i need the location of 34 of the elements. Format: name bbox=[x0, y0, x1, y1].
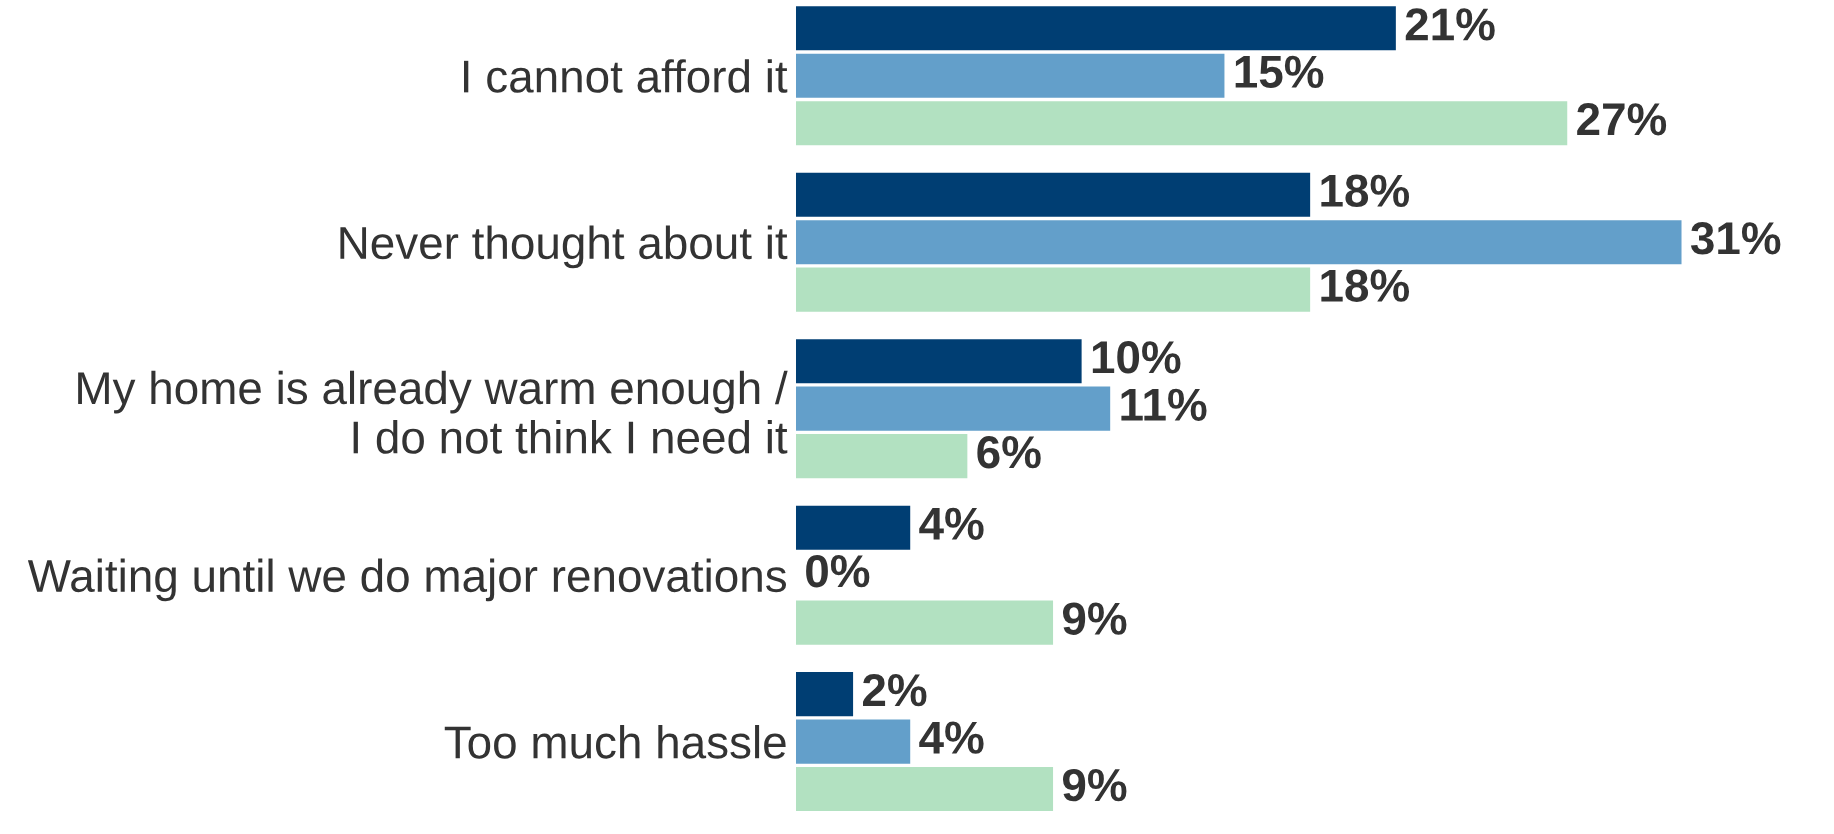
bar bbox=[795, 339, 1082, 384]
bar bbox=[795, 600, 1054, 645]
bar bbox=[795, 766, 1054, 812]
data-label: 9% bbox=[1062, 768, 1127, 802]
data-label: 18% bbox=[1321, 269, 1410, 302]
bar bbox=[795, 505, 911, 550]
data-label: 6% bbox=[977, 435, 1041, 469]
bar bbox=[795, 719, 911, 764]
bar bbox=[795, 172, 1311, 217]
y-tick-label: Never thought about it bbox=[340, 225, 788, 269]
data-label: 15% bbox=[1235, 55, 1324, 89]
data-label: 10% bbox=[1092, 341, 1181, 374]
bar bbox=[795, 267, 1311, 312]
data-label: 2% bbox=[863, 674, 927, 707]
data-label: 0% bbox=[806, 554, 870, 588]
y-tick-label: Too much hassle bbox=[444, 725, 786, 759]
bar bbox=[795, 434, 968, 479]
data-label: 27% bbox=[1577, 103, 1667, 136]
bar bbox=[795, 101, 1568, 146]
y-tick-label: I cannot afford it bbox=[464, 59, 788, 93]
data-label: 4% bbox=[919, 507, 984, 540]
bar bbox=[795, 6, 1396, 51]
data-label: 18% bbox=[1321, 174, 1410, 208]
y-tick-label: My home is already warm enough / I do not think I need it bbox=[78, 370, 788, 454]
bar bbox=[795, 220, 1682, 265]
bar bbox=[795, 672, 854, 717]
data-label: 31% bbox=[1690, 222, 1781, 255]
data-label: 11% bbox=[1121, 388, 1207, 421]
bar bbox=[795, 53, 1225, 98]
data-label: 4% bbox=[919, 721, 984, 754]
data-label: 21% bbox=[1405, 8, 1495, 41]
bar bbox=[795, 386, 1111, 431]
y-tick-label: Waiting until we do major renovations bbox=[27, 558, 787, 602]
data-label: 9% bbox=[1062, 602, 1127, 635]
